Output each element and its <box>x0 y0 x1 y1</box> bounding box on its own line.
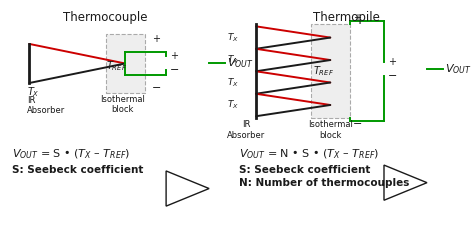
Text: Thermopile: Thermopile <box>313 11 380 24</box>
Text: −: − <box>353 119 362 129</box>
Text: $T_{REF}$: $T_{REF}$ <box>106 59 127 73</box>
Text: $V_{OUT}$: $V_{OUT}$ <box>445 62 471 76</box>
Bar <box>311 24 350 118</box>
Text: IR
Absorber: IR Absorber <box>227 120 265 140</box>
Text: S: Seebeck coefficient: S: Seebeck coefficient <box>239 165 371 175</box>
Text: $T_{REF}$: $T_{REF}$ <box>313 64 334 78</box>
Text: +: + <box>152 34 160 44</box>
Bar <box>106 34 145 93</box>
Text: Isothermal
block: Isothermal block <box>308 120 353 140</box>
Text: $V_{OUT}$: $V_{OUT}$ <box>227 56 254 70</box>
Text: $T_X$: $T_X$ <box>227 99 239 111</box>
Text: $V_{OUT}$​ = S • ($T_X$ – $T_{REF}$): $V_{OUT}$​ = S • ($T_X$ – $T_{REF}$) <box>12 147 130 161</box>
Text: IR
Absorber: IR Absorber <box>27 96 65 115</box>
Text: +: + <box>170 51 178 61</box>
Polygon shape <box>384 165 427 200</box>
Text: $T_X$: $T_X$ <box>227 54 239 66</box>
Polygon shape <box>166 171 209 206</box>
Text: +: + <box>353 13 361 23</box>
Text: Thermocouple: Thermocouple <box>63 11 148 24</box>
Text: −: − <box>388 71 397 81</box>
Text: S: Seebeck coefficient: S: Seebeck coefficient <box>12 165 143 175</box>
Text: −: − <box>170 65 179 75</box>
Text: $T_X$: $T_X$ <box>227 31 239 44</box>
Text: $V_{OUT}$​ = N • S • ($T_X$ – $T_{REF}$): $V_{OUT}$​ = N • S • ($T_X$ – $T_{REF}$) <box>239 147 380 161</box>
Text: Isothermal
block: Isothermal block <box>100 95 145 114</box>
Text: +: + <box>388 56 396 67</box>
Text: $T_X$: $T_X$ <box>227 76 239 89</box>
Text: $T_X$: $T_X$ <box>27 85 40 99</box>
Text: N: Number of thermocouples: N: Number of thermocouples <box>239 178 410 188</box>
Text: −: − <box>152 83 161 93</box>
